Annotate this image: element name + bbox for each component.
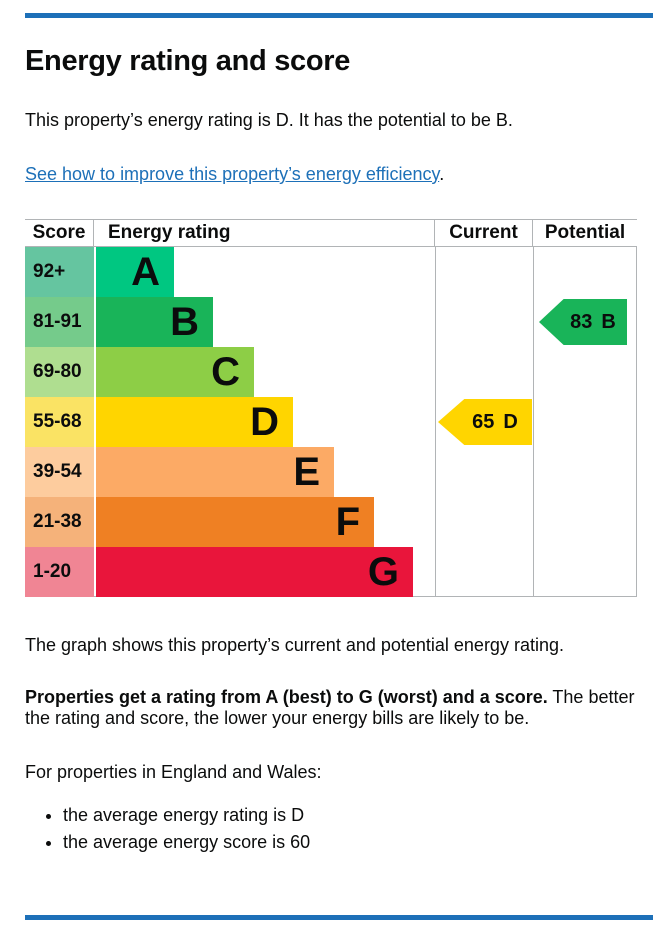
- score-range-label: 55-68: [25, 397, 94, 447]
- potential-rating-letter: B: [601, 310, 616, 333]
- improve-efficiency-link[interactable]: See how to improve this property’s energ…: [25, 164, 440, 184]
- header-current: Current: [435, 220, 533, 246]
- bottom-divider: [25, 915, 653, 920]
- list-item-average-score: the average energy score is 60: [63, 829, 653, 856]
- score-range-label: 39-54: [25, 447, 94, 497]
- current-score: 65: [472, 410, 495, 433]
- epc-band-row-e: 39-54 E: [25, 447, 637, 497]
- intro-paragraph: This property’s energy rating is D. It h…: [25, 110, 513, 130]
- header-score: Score: [25, 220, 94, 246]
- epc-band-row-c: 69-80 C: [25, 347, 637, 397]
- rating-band-bar-f: F: [96, 497, 374, 547]
- header-potential: Potential: [544, 222, 626, 243]
- rating-band-bar-d: D: [96, 397, 293, 447]
- rating-band-bar-e: E: [96, 447, 334, 497]
- epc-rating-chart: Score Energy rating Current Potential 92…: [25, 219, 637, 597]
- region-intro: For properties in England and Wales:: [25, 762, 322, 782]
- score-range-label: 69-80: [25, 347, 94, 397]
- list-item-average-rating: the average energy rating is D: [63, 802, 653, 829]
- score-range-label: 92+: [25, 247, 94, 297]
- averages-list: the average energy rating is D the avera…: [25, 802, 653, 856]
- rating-band-bar-b: B: [96, 297, 213, 347]
- epc-band-row-b: 81-91 B: [25, 297, 637, 347]
- score-range-label: 1-20: [25, 547, 94, 597]
- epc-band-row-g: 1-20 G: [25, 547, 637, 597]
- chart-header-row: Score Energy rating Current Potential: [25, 219, 637, 247]
- rating-explanation-rest: The better the rating and score, the low…: [25, 687, 635, 728]
- improve-link-period: .: [439, 164, 445, 184]
- rating-explanation: Properties get a rating from A (best) to…: [25, 687, 653, 729]
- top-divider: [25, 13, 653, 18]
- rating-band-bar-c: C: [96, 347, 254, 397]
- header-energy-rating: Energy rating: [94, 220, 435, 246]
- chart-right-border: [636, 247, 637, 597]
- score-range-label: 81-91: [25, 297, 94, 347]
- epc-bands: 92+ A 81-91 B 69-80 C 55-68 D 39-54 E 21-38 F 1-20 G: [25, 247, 637, 597]
- potential-score: 83: [570, 310, 593, 333]
- page-title: Energy rating and score: [25, 45, 351, 77]
- epc-band-row-f: 21-38 F: [25, 497, 637, 547]
- epc-band-row-d: 55-68 D: [25, 397, 637, 447]
- current-rating-letter: D: [503, 410, 518, 433]
- improve-link-paragraph: See how to improve this property’s energ…: [25, 164, 653, 185]
- page-content: Energy rating and score This property’s …: [25, 13, 653, 920]
- rating-band-bar-a: A: [96, 247, 174, 297]
- rating-band-bar-g: G: [96, 547, 413, 597]
- score-range-label: 21-38: [25, 497, 94, 547]
- graph-caption: The graph shows this property’s current …: [25, 635, 564, 655]
- current-column-divider: [435, 247, 436, 597]
- epc-band-row-a: 92+ A: [25, 247, 637, 297]
- rating-explanation-bold: Properties get a rating from A (best) to…: [25, 687, 548, 707]
- potential-column-divider: [533, 247, 534, 597]
